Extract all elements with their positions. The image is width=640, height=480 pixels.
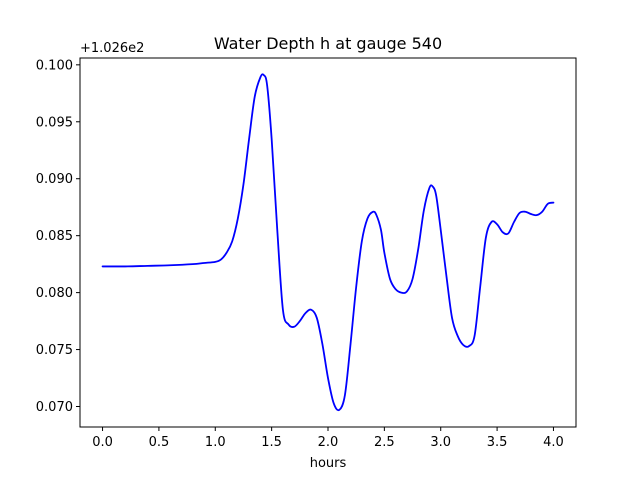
- x-tick-label: 3.0: [430, 435, 451, 450]
- y-tick-label: 0.090: [36, 172, 73, 187]
- y-tick-label: 0.080: [36, 286, 73, 301]
- plot-area: [79, 57, 577, 428]
- x-tick-label: 2.5: [374, 435, 395, 450]
- chart-title: Water Depth h at gauge 540: [214, 34, 442, 53]
- x-tick-label: 0.5: [149, 435, 170, 450]
- x-tick-label: 0.0: [92, 435, 113, 450]
- y-tick-label: 0.085: [36, 229, 73, 244]
- y-tick-label: 0.075: [36, 343, 73, 358]
- x-tick-label: 2.0: [318, 435, 339, 450]
- x-tick-label: 1.5: [261, 435, 282, 450]
- y-tick-label: 0.095: [36, 115, 73, 130]
- x-tick-label: 3.5: [487, 435, 508, 450]
- series-line: [101, 73, 555, 412]
- y-offset-label: +1.026e2: [80, 41, 144, 56]
- y-axis: 0.070 0.075 0.080 0.085 0.090 0.095 0.100: [36, 58, 80, 415]
- y-tick-label: 0.070: [36, 400, 73, 415]
- x-tick-label: 4.0: [543, 435, 564, 450]
- x-tick-label: 1.0: [205, 435, 226, 450]
- x-axis: 0.0 0.5 1.0 1.5 2.0 2.5 3.0 3.5 4.0: [92, 427, 564, 450]
- x-axis-label: hours: [310, 456, 347, 471]
- y-tick-label: 0.100: [36, 58, 73, 73]
